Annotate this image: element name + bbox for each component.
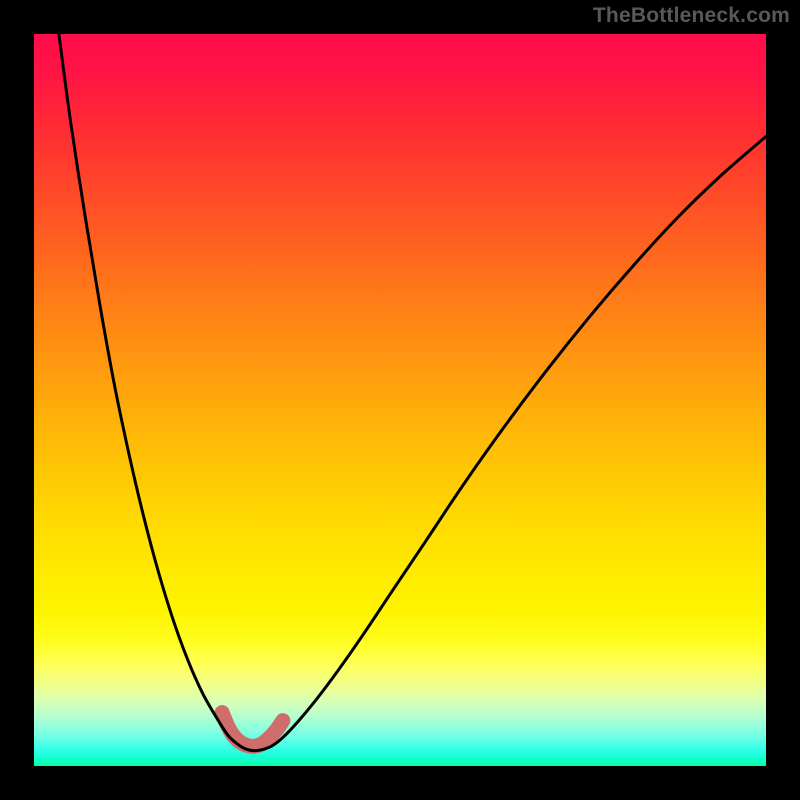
plot-area xyxy=(34,34,766,766)
chart-frame: TheBottleneck.com xyxy=(0,0,800,800)
watermark-label: TheBottleneck.com xyxy=(593,4,790,28)
chart-svg xyxy=(34,34,766,766)
gradient-background xyxy=(34,34,766,766)
